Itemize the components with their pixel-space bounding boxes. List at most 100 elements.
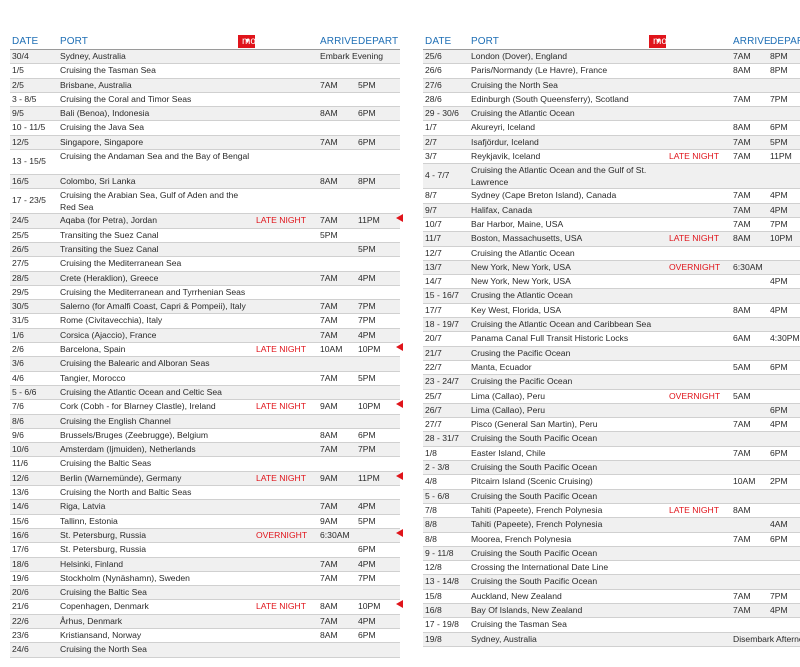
date-cell: 14/6 <box>12 501 29 512</box>
table-body: 30/4 Sydney, Australia Embark Evening 1/5 Cr… <box>10 49 403 658</box>
depart-cell: 5PM <box>358 79 376 90</box>
more-ashore-label: more ashore <box>242 36 300 47</box>
port-cell: Tahiti (Papeete), French Polynesia <box>471 504 603 515</box>
table-row: 10 - 11/5 Cruising the Java Sea <box>10 121 400 136</box>
table-row: 12/5 Singapore, Singapore 7AM 6PM <box>10 135 400 151</box>
port-cell: Cruising the Andaman Sea and the Bay of … <box>60 151 250 162</box>
date-cell: 26/6 <box>425 65 442 76</box>
port-cell: Moorea, French Polynesia <box>471 533 572 544</box>
depart-cell: 4PM <box>358 329 376 340</box>
arrive-cell: 7AM <box>733 190 751 201</box>
port-cell: Århus, Denmark <box>60 615 123 626</box>
port-cell: Cruising the Baltic Sea <box>60 587 147 598</box>
date-cell: 10 - 11/5 <box>12 122 46 133</box>
table-row: 4/8 Pitcairn Island (Scenic Cruising) 10AM… <box>423 475 800 490</box>
table-row: 15/8 Auckland, New Zealand 7AM 7PM <box>423 590 800 604</box>
depart-cell: 7PM <box>770 93 788 104</box>
port-cell: Sydney, Australia <box>60 51 126 61</box>
table-header: DATE PORT more ashore▼ ARRIVE DEPART <box>423 35 800 49</box>
table-row: 2 - 3/8 Cruising the South Pacific Ocean <box>423 461 800 476</box>
table-row: 15 - 16/7 Crusing the Atlantic Ocean <box>423 289 800 304</box>
arrive-cell: 7AM <box>733 218 751 229</box>
depart-cell: 4PM <box>358 501 376 512</box>
table-row: 29/5 Cruising the Mediterranean and Tyrrh… <box>10 286 400 301</box>
table-row: 11/7 Boston, Massachusetts, USA LATE NIGHT… <box>423 232 800 247</box>
table-row: 16/5 Colombo, Sri Lanka 8AM 8PM <box>10 175 400 190</box>
date-cell: 7/6 <box>12 401 24 412</box>
note-cell: LATE NIGHT <box>256 215 306 226</box>
date-cell: 20/7 <box>425 333 442 344</box>
date-cell: 17 - 19/8 <box>425 619 459 630</box>
arrive-cell: 7AM <box>320 615 338 626</box>
date-cell: 10/6 <box>12 444 29 455</box>
date-cell: 3 - 8/5 <box>12 93 37 104</box>
table-row: 28/5 Crete (Heraklion), Greece 7AM 4PM <box>10 271 400 286</box>
port-cell: Berlin (Warnemünde), Germany <box>60 472 182 483</box>
arrive-cell: 8AM <box>320 629 338 640</box>
date-cell: 5 - 6/6 <box>12 386 37 397</box>
table-row: 16/8 Bay Of Islands, New Zealand 7AM 4PM <box>423 603 800 619</box>
port-cell: Easter Island, Chile <box>471 447 546 458</box>
table-row: 2/5 Brisbane, Australia 7AM 5PM <box>10 78 400 93</box>
depart-cell: 7PM <box>358 315 376 326</box>
date-cell: 12/7 <box>425 247 442 258</box>
depart-cell: 6PM <box>358 544 376 555</box>
date-cell: 1/8 <box>425 447 437 458</box>
arrow-left-icon <box>396 343 403 352</box>
port-cell: Akureyri, Iceland <box>471 122 536 133</box>
table-row: 9/5 Bali (Benoa), Indonesia 8AM 6PM <box>10 107 400 122</box>
date-cell: 9/5 <box>12 108 24 119</box>
depart-cell: 4PM <box>358 272 376 283</box>
port-cell: Aqaba (for Petra), Jordan <box>60 215 157 226</box>
date-cell: 30/4 <box>12 51 29 61</box>
depart-column-header: DEPART <box>770 36 800 47</box>
date-cell: 7/8 <box>425 504 437 515</box>
date-cell: 12/6 <box>12 472 29 483</box>
port-cell: St. Petersburg, Russia <box>60 544 146 555</box>
port-cell: Colombo, Sri Lanka <box>60 176 136 187</box>
date-cell: 8/7 <box>425 190 437 201</box>
table-row: 16/6 St. Petersburg, Russia OVERNIGHT 6:30A… <box>10 528 403 544</box>
note-cell: LATE NIGHT <box>669 233 719 244</box>
arrive-cell: 7AM <box>733 136 751 147</box>
port-cell: Transiting the Suez Canal <box>60 229 159 240</box>
date-cell: 27/7 <box>425 419 442 430</box>
port-cell: Lima (Callao), Peru <box>471 404 546 415</box>
caret-down-icon: ▼ <box>655 38 663 45</box>
more-ashore-dropdown[interactable]: more ashore ▼ <box>238 35 299 48</box>
date-cell: 29 - 30/6 <box>425 108 459 119</box>
port-cell: Cruising the Atlantic Ocean and Celtic S… <box>60 386 222 397</box>
port-cell: Paris/Normandy (Le Havre), France <box>471 65 608 76</box>
date-cell: 28/5 <box>12 272 29 283</box>
note-cell: LATE NIGHT <box>669 504 719 515</box>
port-cell: Cruising the South Pacific Ocean <box>471 462 598 473</box>
date-cell: 18/6 <box>12 558 29 569</box>
arrive-cell: 7AM <box>320 79 338 90</box>
note-cell: LATE NIGHT <box>256 472 306 483</box>
date-cell: 13/6 <box>12 487 29 498</box>
date-cell: 25/7 <box>425 390 442 401</box>
depart-cell: 4AM <box>770 519 788 530</box>
arrow-left-icon <box>396 400 403 409</box>
depart-cell: 7PM <box>358 444 376 455</box>
arrive-cell: 7AM <box>733 151 751 162</box>
date-cell: 13/7 <box>425 261 442 272</box>
date-cell: 19/8 <box>425 633 442 644</box>
table-row: 28 - 31/7 Cruising the South Pacific Ocea… <box>423 432 800 447</box>
itinerary-table-right: DATE PORT more ashore▼ ARRIVE DEPART 25/… <box>423 35 800 647</box>
table-row: 19/8 Sydney, Australia Disembark Afternoon <box>423 632 800 647</box>
arrive-cell: 8AM <box>320 176 338 187</box>
port-cell: Helsinki, Finland <box>60 558 124 569</box>
table-row: 1/6 Corsica (Ajaccio), France 7AM 4PM <box>10 328 400 344</box>
table-row: 29 - 30/6 Cruising the Atlantic Ocean <box>423 107 800 122</box>
table-row: 26/7 Lima (Callao), Peru 6PM <box>423 403 800 419</box>
table-row: 5 - 6/8 Cruising the South Pacific Ocean <box>423 489 800 504</box>
depart-cell: 8PM <box>358 176 376 187</box>
date-cell: 1/6 <box>12 329 24 340</box>
port-cell: Cruising the Pacific Ocean <box>471 376 573 387</box>
more-ashore-dropdown[interactable]: more ashore ▼ <box>649 35 710 48</box>
depart-cell: 4PM <box>770 190 788 201</box>
arrive-cell: 7AM <box>320 444 338 455</box>
date-cell: 2/6 <box>12 344 24 355</box>
port-cell: Crossing the International Date Line <box>471 562 609 573</box>
